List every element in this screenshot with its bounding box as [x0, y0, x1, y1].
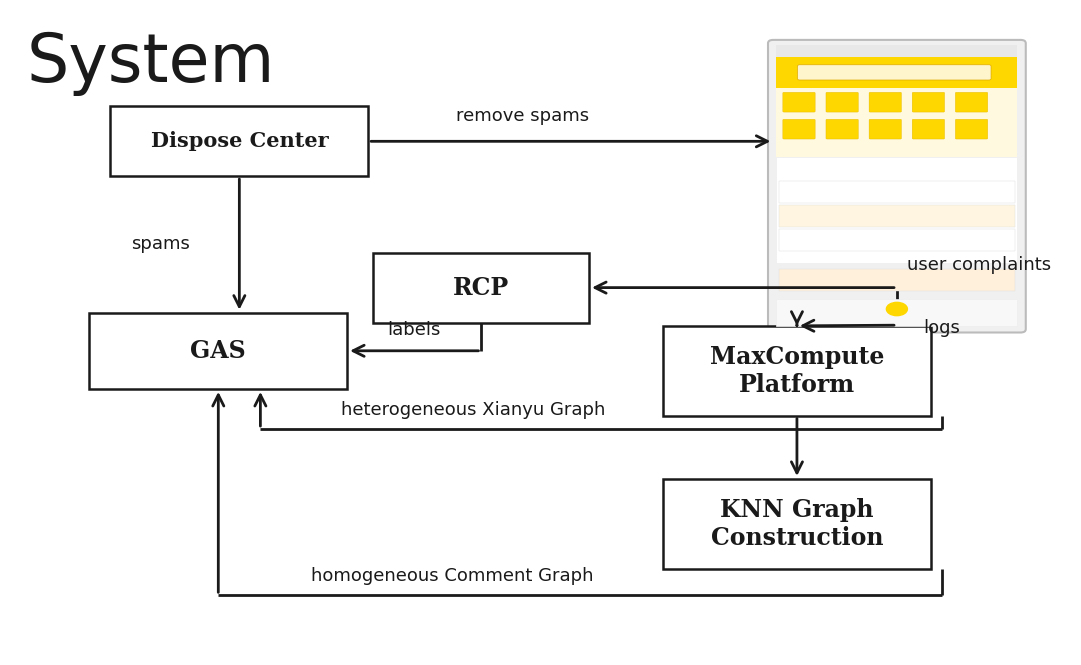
Text: MaxCompute
Platform: MaxCompute Platform: [710, 345, 884, 396]
FancyBboxPatch shape: [826, 119, 858, 139]
Bar: [663, 479, 931, 569]
FancyBboxPatch shape: [783, 119, 815, 139]
Bar: [778, 229, 1015, 251]
Bar: [778, 269, 1015, 291]
FancyBboxPatch shape: [826, 92, 858, 112]
FancyBboxPatch shape: [956, 92, 988, 112]
FancyBboxPatch shape: [869, 119, 902, 139]
Bar: [90, 313, 347, 389]
Text: RCP: RCP: [453, 275, 509, 300]
FancyBboxPatch shape: [798, 65, 991, 80]
FancyBboxPatch shape: [912, 119, 945, 139]
Bar: [776, 57, 1017, 88]
Text: System: System: [26, 30, 275, 96]
Text: heterogeneous Xianyu Graph: heterogeneous Xianyu Graph: [342, 401, 605, 419]
Text: user complaints: user complaints: [907, 256, 1052, 275]
FancyBboxPatch shape: [783, 92, 815, 112]
Text: KNN Graph
Construction: KNN Graph Construction: [710, 498, 883, 549]
Bar: [778, 181, 1015, 203]
FancyBboxPatch shape: [768, 40, 1026, 332]
Bar: [663, 326, 931, 416]
Bar: [776, 45, 1017, 57]
Bar: [776, 299, 1017, 326]
FancyBboxPatch shape: [869, 92, 902, 112]
Bar: [776, 88, 1017, 157]
FancyBboxPatch shape: [912, 92, 945, 112]
Text: remove spams: remove spams: [455, 106, 589, 125]
Bar: [373, 253, 589, 323]
Bar: [110, 106, 369, 176]
Text: GAS: GAS: [190, 338, 246, 363]
Text: labels: labels: [388, 321, 441, 339]
Bar: [778, 205, 1015, 227]
Text: spams: spams: [131, 235, 190, 253]
Bar: [776, 157, 1017, 263]
FancyBboxPatch shape: [956, 119, 988, 139]
Circle shape: [886, 303, 907, 316]
Text: homogeneous Comment Graph: homogeneous Comment Graph: [311, 567, 593, 585]
Text: Dispose Center: Dispose Center: [150, 131, 329, 152]
Text: logs: logs: [923, 319, 960, 336]
